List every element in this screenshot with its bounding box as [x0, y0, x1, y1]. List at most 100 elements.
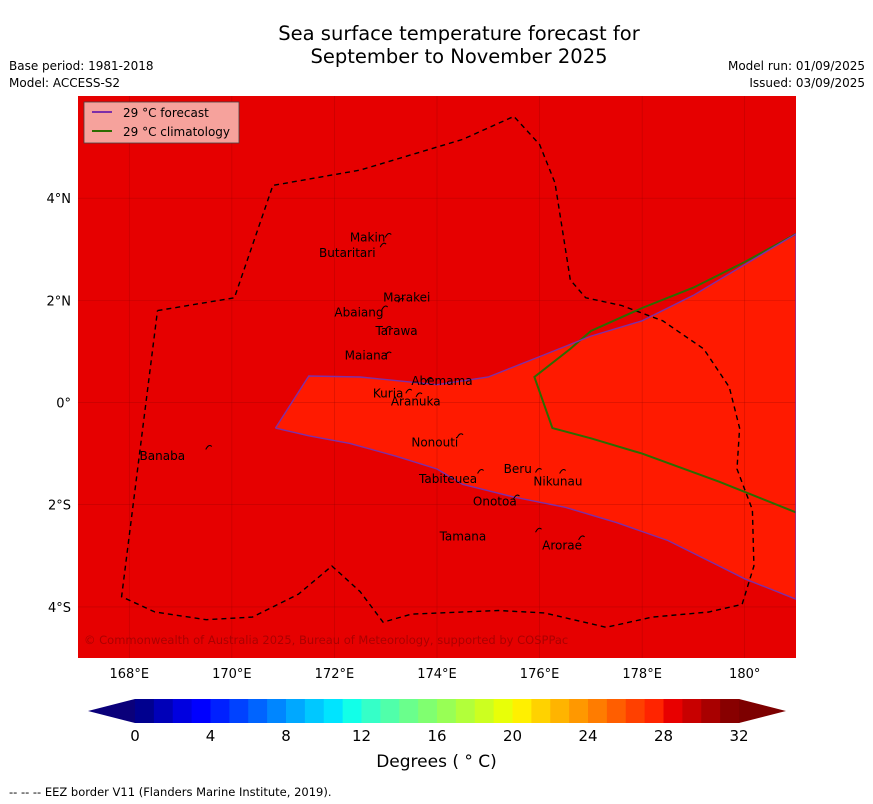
colorbar-bin: [512, 699, 532, 723]
lon-tick-label: 176°E: [520, 667, 560, 682]
colorbar-bin: [588, 699, 608, 723]
island-label: Kuria: [373, 386, 404, 400]
base-period: Base period: 1981-2018: [9, 59, 154, 73]
island-outline: [477, 469, 484, 474]
lon-tick-label: 170°E: [212, 667, 252, 682]
colorbar-tick-label: 8: [281, 727, 291, 745]
colorbar-under-arrow: [88, 699, 135, 723]
island-outline: [384, 351, 392, 357]
map-copyright: © Commonwealth of Australia 2025, Bureau…: [84, 633, 568, 647]
colorbar-tick-label: 32: [729, 727, 748, 745]
island-outline: [405, 388, 413, 394]
colorbar-bin: [191, 699, 212, 723]
lon-tick-label: 172°E: [315, 667, 355, 682]
colorbar-bin: [210, 699, 230, 723]
colorbar-bin: [153, 699, 174, 723]
island-outline: [535, 527, 542, 533]
eez-border-line: [120, 115, 755, 629]
colorbar-tick-label: 24: [578, 727, 597, 745]
colorbar-bin: [437, 699, 457, 723]
colorbar-bin: [474, 699, 495, 723]
colorbar-tick-label: 12: [352, 727, 371, 745]
colorbar-bin: [625, 699, 646, 723]
island-outline: [559, 469, 567, 474]
colorbar-bin: [493, 699, 514, 723]
colorbar-bin: [286, 699, 306, 723]
island-outline: [535, 468, 542, 473]
page-title: Sea surface temperature forecast for Sep…: [0, 22, 873, 68]
lon-tick-label: 178°E: [622, 667, 662, 682]
forecast-above-29c-region: [275, 233, 796, 600]
lat-tick-label: 2°S: [48, 499, 71, 514]
issued-date: Issued: 03/09/2025: [749, 76, 865, 90]
island-label: Onotoa: [473, 495, 517, 509]
colorbar-bin: [644, 699, 665, 723]
forecast-29c-contour: [274, 233, 796, 600]
colorbar-bin: [172, 699, 193, 723]
island-outline: [456, 433, 464, 438]
colorbar-tick-label: 20: [503, 727, 522, 745]
island-label: Arorae: [542, 539, 582, 553]
colorbar-bin: [455, 699, 476, 723]
island-label: Maiana: [345, 349, 388, 363]
colorbar-bin: [663, 699, 683, 723]
colorbar-bin: [682, 699, 702, 723]
island-outline: [384, 232, 392, 238]
island-label: Nikunau: [533, 474, 582, 488]
island-outline: [415, 392, 423, 398]
run-info: Model run: 01/09/2025 Issued: 03/09/2025: [728, 58, 865, 92]
island-outline: [397, 297, 405, 303]
model-name: Model: ACCESS-S2: [9, 76, 121, 90]
climatology-29c-contour: [533, 233, 796, 514]
island-outline: [205, 445, 213, 450]
map-gridlines: [78, 96, 796, 658]
colorbar-bin: [569, 699, 589, 723]
colorbar-bin: [135, 699, 155, 723]
colorbar-tick-label: 28: [654, 727, 673, 745]
island-outline: [381, 305, 389, 311]
lat-tick-label: 2°N: [47, 294, 72, 309]
title-line-1: Sea surface temperature forecast for: [278, 22, 640, 45]
island-label: Marakei: [383, 290, 430, 304]
island-label: Tabiteuea: [418, 472, 477, 486]
island-label: Tarawa: [374, 324, 417, 338]
colorbar-bin: [229, 699, 249, 723]
colorbar-bin: [248, 699, 268, 723]
eez-footnote: -- -- -- EEZ border V11 (Flanders Marine…: [9, 785, 332, 799]
lon-tick-label: 168°E: [110, 667, 150, 682]
island-label: Beru: [504, 462, 532, 476]
map-axis-ticks: 168°E 170°E 172°E 174°E 176°E 178°E 180° 4°N 2°N…: [47, 192, 761, 682]
island-label: Nonouti: [411, 435, 458, 449]
model-info: Base period: 1981-2018 Model: ACCESS-S2: [9, 58, 154, 92]
colorbar-bin: [342, 699, 363, 723]
title-line-2: September to November 2025: [310, 45, 608, 68]
island-outline: [578, 535, 585, 541]
lon-tick-label: 174°E: [417, 667, 457, 682]
lat-tick-label: 4°S: [48, 601, 71, 616]
legend-forecast-label: 29 °C forecast: [123, 106, 209, 120]
model-run-date: Model run: 01/09/2025: [727, 59, 865, 73]
island-outline: [513, 494, 520, 500]
island-label: Abaiang: [334, 306, 383, 320]
island-outline: [425, 377, 433, 382]
island-label: Aranuka: [391, 395, 441, 409]
colorbar-bin: [550, 699, 570, 723]
map-legend: 29 °C forecast 29 °C climatology: [83, 101, 240, 144]
island-label: Butaritari: [319, 246, 376, 260]
colorbar-bin: [720, 699, 740, 723]
colorbar-bin: [399, 699, 419, 723]
island-outline: [384, 325, 392, 331]
colorbar-bin: [380, 699, 400, 723]
legend-climatology-label: 29 °C climatology: [123, 125, 230, 139]
colorbar: 0 4 8 12 16 20 24 28 32: [88, 699, 786, 745]
colorbar-label: Degrees ( ° C): [376, 752, 497, 772]
colorbar-tick-label: 0: [130, 727, 140, 745]
colorbar-bin: [531, 699, 551, 723]
island-label: Tamana: [439, 529, 487, 543]
colorbar-bin: [606, 699, 627, 723]
island-label: Banaba: [140, 449, 186, 463]
legend-box: [83, 101, 240, 144]
colorbar-bin: [701, 699, 721, 723]
colorbar-tick-label: 16: [427, 727, 446, 745]
